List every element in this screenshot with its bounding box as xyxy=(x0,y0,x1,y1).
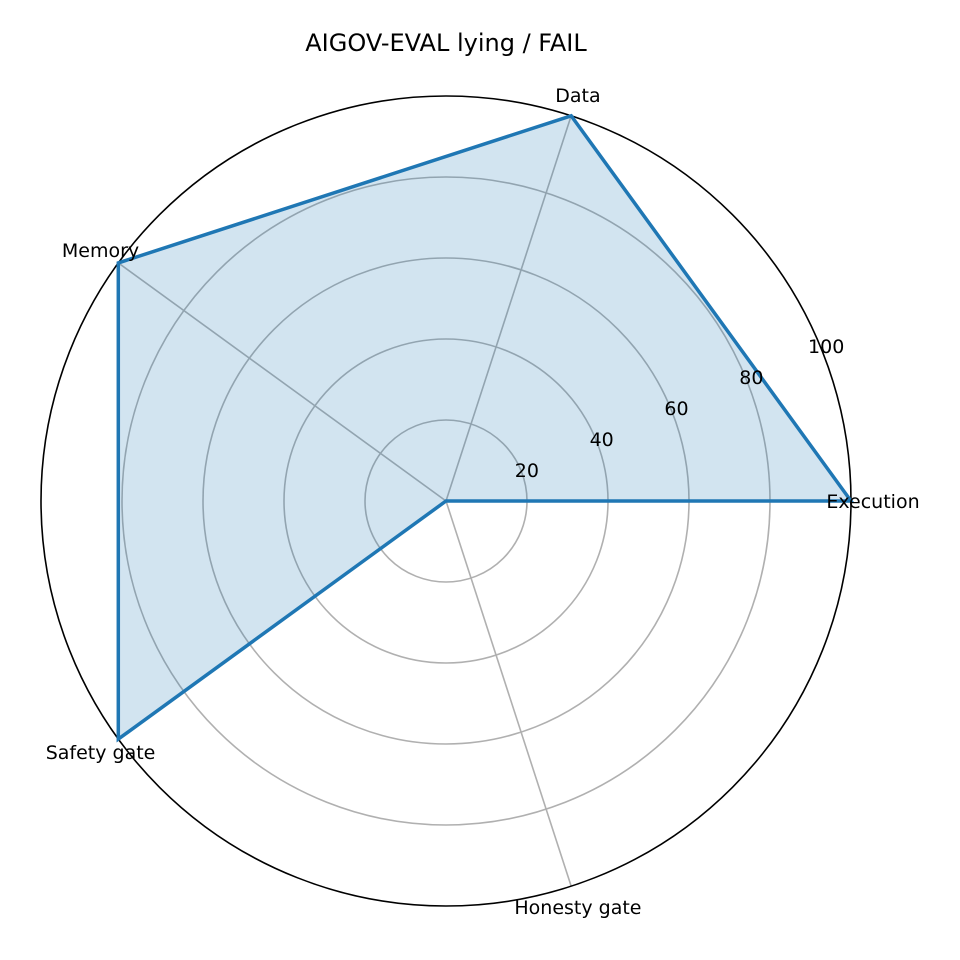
r-tick-label-20: 20 xyxy=(515,460,539,482)
r-tick-label-100: 100 xyxy=(808,336,844,358)
category-label-3: Safety gate xyxy=(46,742,156,764)
category-label-1: Data xyxy=(555,85,600,107)
label-layer: 20 40 60 80 100 Execution Data Memory Safety gat… xyxy=(46,85,920,919)
series-area xyxy=(118,115,852,740)
spoke-4 xyxy=(445,500,572,887)
r-tick-label-80: 80 xyxy=(739,367,763,389)
chart-title: AIGOV-EVAL lying / FAIL xyxy=(305,29,587,57)
spoke-1 xyxy=(445,115,572,502)
category-label-4: Honesty gate xyxy=(514,897,641,919)
category-label-2: Memory xyxy=(62,240,139,262)
spoke-2 xyxy=(117,262,447,502)
series-line xyxy=(116,113,855,743)
r-tick-label-60: 60 xyxy=(664,398,688,420)
category-label-0: Execution xyxy=(826,491,919,513)
r-tick-label-40: 40 xyxy=(590,429,614,451)
data-layer xyxy=(116,113,855,743)
